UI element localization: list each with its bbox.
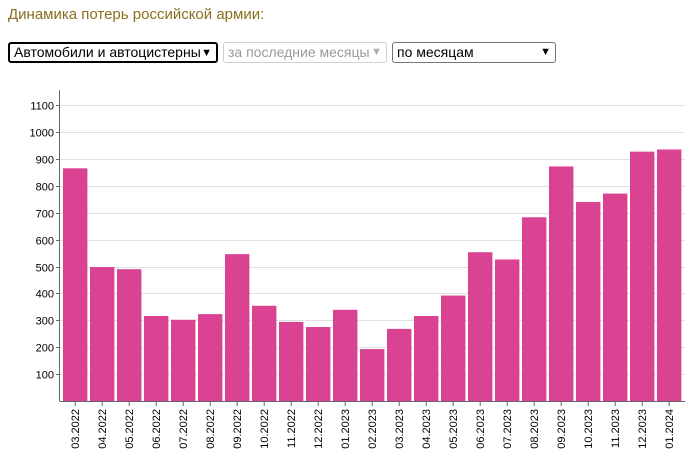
x-tick-label: 12.2022 [313,409,325,449]
x-tick-label: 05.2022 [124,409,136,449]
y-tick-label: 1100 [30,101,54,113]
x-tick-label: 02.2023 [367,409,379,449]
bar[interactable] [495,259,520,401]
y-tick-label: 900 [36,155,54,167]
x-tick-label: 12.2023 [637,409,649,449]
bar[interactable] [603,193,628,401]
bar[interactable] [360,349,385,401]
bar[interactable] [252,305,277,401]
bar[interactable] [144,315,169,401]
chevron-down-icon: ▼ [540,46,551,58]
bar[interactable] [657,149,682,401]
y-tick-label: 600 [36,236,54,248]
bar[interactable] [225,254,250,401]
x-tick-label: 06.2022 [151,409,163,449]
x-tick-label: 04.2023 [421,409,433,449]
bar[interactable] [333,309,358,401]
x-tick-label: 08.2023 [529,409,541,449]
bar[interactable] [63,168,88,401]
tick-labels: 100 200 300 400 500 600 700 800 900 1000 1100 03.20… [30,101,677,449]
x-tick-label: 03.2022 [70,409,82,449]
x-tick-label: 07.2023 [502,409,514,449]
bar[interactable] [522,217,547,401]
y-tick-label: 100 [36,370,54,382]
bar[interactable] [117,269,142,401]
x-tick-label: 07.2022 [178,409,190,449]
x-tick-label: 05.2023 [448,409,460,449]
bar[interactable] [387,328,412,401]
chevron-down-icon: ▼ [201,47,212,59]
bar[interactable] [414,315,439,401]
chevron-down-icon: ▼ [371,46,382,58]
bar[interactable] [441,295,466,401]
axes [56,90,685,406]
bar[interactable] [171,319,196,401]
y-tick-label: 700 [36,209,54,221]
x-tick-label: 09.2022 [232,409,244,449]
x-tick-label: 10.2023 [583,409,595,449]
bar[interactable] [468,252,493,401]
x-tick-label: 08.2022 [205,409,217,449]
category-select-value: Автомобили и автоцистерны [14,44,201,60]
x-tick-label: 10.2022 [259,409,271,449]
bar[interactable] [306,327,331,401]
y-tick-label: 300 [36,316,54,328]
x-tick-label: 11.2022 [286,409,298,448]
period-select[interactable]: за последние месяцы ▼ [223,42,387,63]
bar[interactable] [279,321,304,401]
bar[interactable] [198,314,223,401]
period-select-value: за последние месяцы [228,44,370,60]
category-select[interactable]: Автомобили и автоцистерны ▼ [8,42,218,63]
bar[interactable] [90,267,115,401]
x-tick-label: 11.2023 [610,409,622,448]
x-tick-label: 06.2023 [475,409,487,449]
y-tick-label: 500 [36,263,54,275]
grouping-select[interactable]: по месяцам ▼ [392,42,556,63]
bar[interactable] [630,151,655,401]
x-tick-label: 04.2022 [97,409,109,449]
x-tick-label: 09.2023 [556,409,568,449]
chart-heading: Динамика потерь российской армии: [8,6,265,23]
y-tick-label: 200 [36,343,54,355]
y-tick-label: 400 [36,289,54,301]
bar[interactable] [576,201,601,401]
bars [63,149,682,401]
x-tick-label: 01.2024 [664,409,676,449]
x-tick-label: 03.2023 [394,409,406,449]
y-tick-label: 800 [36,182,54,194]
bar[interactable] [549,166,574,401]
x-tick-label: 01.2023 [340,409,352,449]
y-tick-label: 1000 [30,128,54,140]
grouping-select-value: по месяцам [397,44,474,60]
